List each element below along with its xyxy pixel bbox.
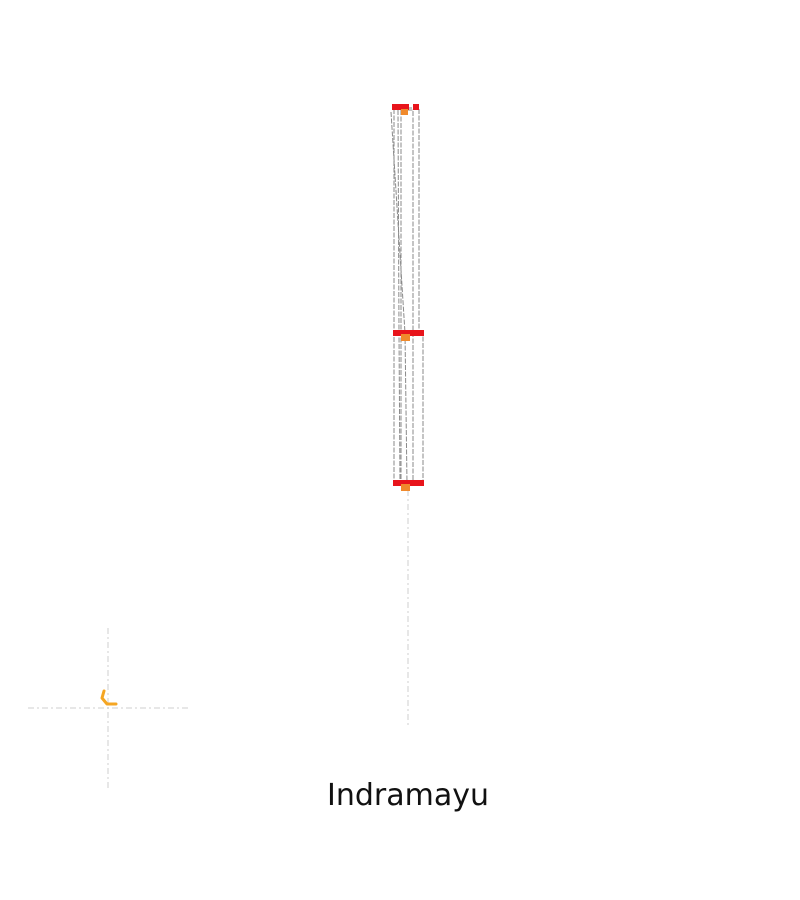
stop-bar-top[interactable] [392, 104, 409, 110]
stop-markers [401, 109, 410, 491]
stop-marker-bottom[interactable] [401, 484, 410, 491]
stop-bar-top-small[interactable] [413, 104, 419, 110]
stop-bar-bottom[interactable] [393, 480, 424, 486]
route-outline-lower[interactable] [393, 332, 424, 485]
guide-lines [28, 490, 409, 790]
stop-marker-top[interactable] [401, 109, 408, 115]
place-name-label: Indramayu [327, 778, 489, 813]
stop-bar-middle[interactable] [393, 330, 424, 336]
stop-bars [392, 104, 424, 486]
route-outlines[interactable] [390, 107, 424, 485]
route-diagonal-connector-2[interactable] [397, 109, 401, 485]
location-pin-icon[interactable] [100, 689, 118, 706]
stop-marker-middle[interactable] [401, 334, 410, 341]
route-diagonal-connector[interactable] [390, 111, 408, 485]
